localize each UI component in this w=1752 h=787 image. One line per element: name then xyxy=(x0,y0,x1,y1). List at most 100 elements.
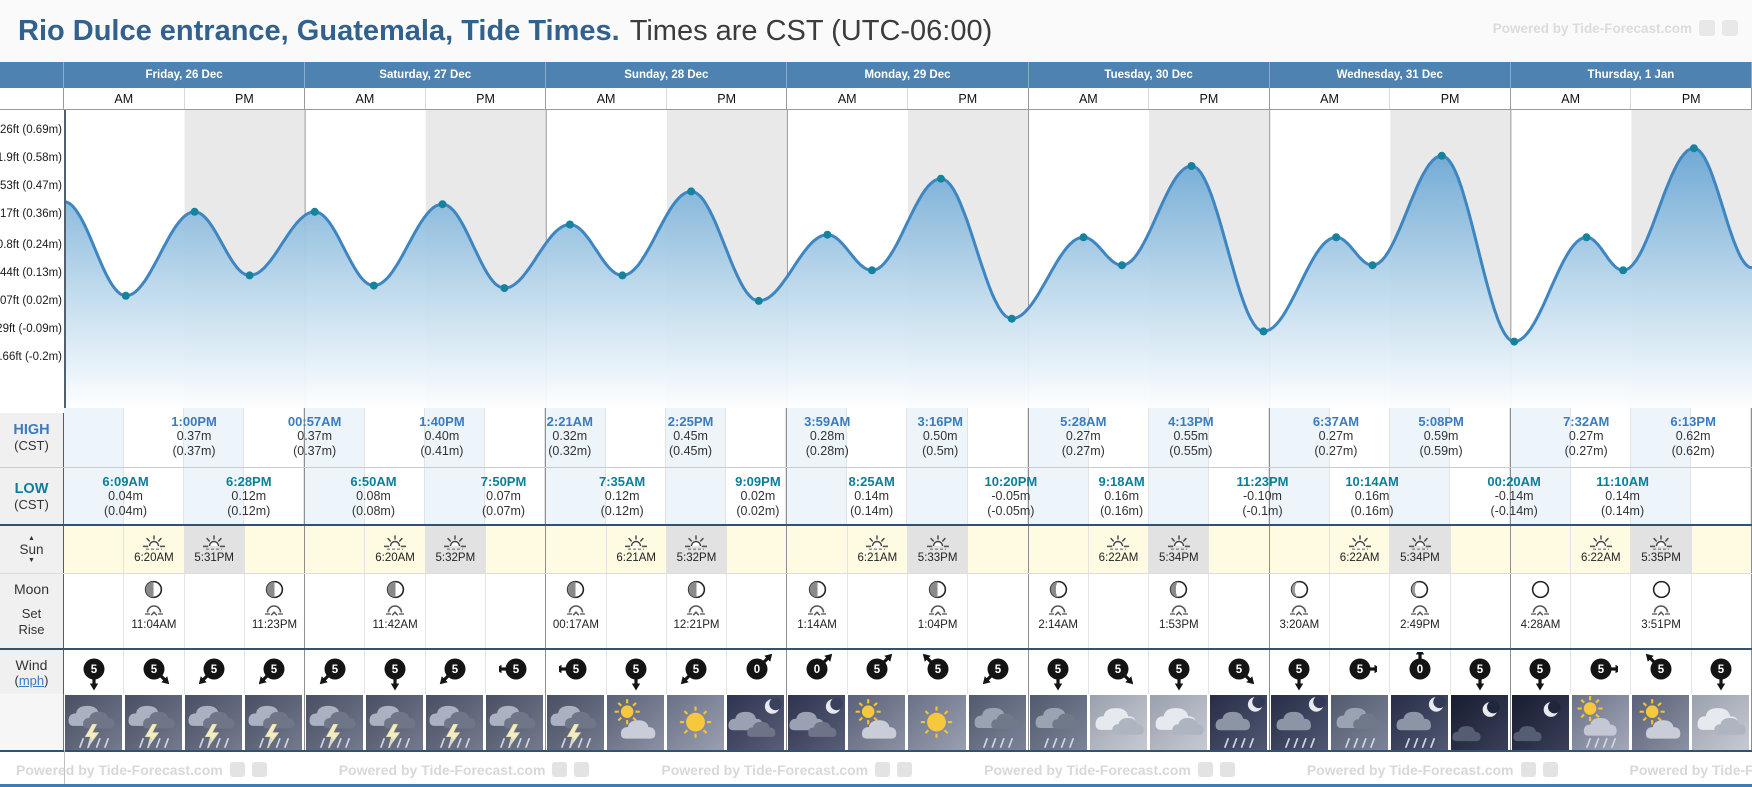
quarter-cell: 5 xyxy=(305,650,366,694)
quarter-cell xyxy=(968,694,1028,753)
social-icon xyxy=(875,762,891,777)
quarter-cell xyxy=(1089,574,1150,648)
am-label: AM xyxy=(1029,88,1150,109)
social-icon xyxy=(1699,20,1715,36)
moon-phase-icon xyxy=(687,580,706,599)
tide-marker xyxy=(369,281,378,290)
day-header: Monday, 29 Dec xyxy=(787,62,1029,88)
high-tide-entry: 1:00PM 0.37m (0.37m) xyxy=(171,414,217,459)
sun-horizon-icon xyxy=(1589,535,1612,550)
quarter-cell: 11:04AM xyxy=(124,574,185,648)
pm-label: PM xyxy=(476,91,495,106)
quarter-cell: 5:34PM xyxy=(1149,526,1210,573)
wind-badge: 5 xyxy=(143,658,170,685)
svg-text:0: 0 xyxy=(754,664,760,676)
quarter-cell: 1:04PM xyxy=(908,574,969,648)
weather-icon xyxy=(1095,708,1144,735)
low-tide-entry-height-paren: (-0.1m) xyxy=(1242,504,1283,518)
quarter-cell: 3:51PM xyxy=(1631,574,1692,648)
low-tide-entry-height-paren: (0.16m) xyxy=(1350,504,1394,518)
low-tide-entry-height-paren: (0.12m) xyxy=(600,504,644,518)
low-tide-entry-height-paren: (0.07m) xyxy=(482,504,526,518)
quarter-cell: 1:53PM xyxy=(1149,574,1210,648)
wind-badge: 5 xyxy=(1228,658,1255,685)
quarter-cell: 5:35PM xyxy=(1631,526,1692,573)
svg-text:5: 5 xyxy=(151,664,158,676)
moon-day-cell: 2:14AM 1:53PM xyxy=(1029,574,1270,648)
low-tide-entry-height: 0.16m xyxy=(1104,489,1139,503)
weather-tile-storm xyxy=(245,695,303,752)
quarter-cell xyxy=(607,574,667,648)
low-tide-entry: 9:18AM 0.16m (0.16m) xyxy=(1098,474,1144,519)
tide-day-cell: 6:09AM 0.04m (0.04m) 6:28PM 0.12m (0.12m) xyxy=(64,468,306,524)
watermark-bottom: Powered by Tide-Forecast.com xyxy=(1630,762,1752,778)
weather-row-label xyxy=(0,694,64,753)
wind-row-label: Wind (mph) xyxy=(0,650,64,694)
social-icon xyxy=(574,762,590,777)
low-tide-entry-height-paren: (0.12m) xyxy=(227,504,271,518)
quarter-cell xyxy=(1450,694,1510,753)
tide-marker xyxy=(1582,233,1591,242)
moon-day-cell: 1:14AM 1:04PM xyxy=(787,574,1029,648)
low-tide-entry-height-paren: (-0.05m) xyxy=(987,504,1035,518)
high-tide-entry-time: 5:08PM xyxy=(1418,414,1464,429)
weather-day-cell xyxy=(1511,694,1752,753)
low-tide-entry-height: -0.10m xyxy=(1243,489,1282,503)
sun-horizon-icon xyxy=(1167,535,1190,550)
quarter-cell xyxy=(1330,574,1391,648)
pm-label: PM xyxy=(234,91,254,106)
wind-label: Wind xyxy=(15,656,48,673)
tide-marker xyxy=(1368,261,1377,270)
wind-badge: 0 xyxy=(1409,652,1431,680)
quarter-cell xyxy=(244,408,305,467)
page-title-location: Rio Dulce entrance, Guatemala, Tide Time… xyxy=(18,14,620,47)
chevron-up-icon[interactable]: ▲ xyxy=(28,535,35,542)
sunrise-time: 6:21AM xyxy=(857,552,898,564)
wind-arrow-icon xyxy=(89,678,98,691)
quarter-cell xyxy=(486,526,545,573)
wind-unit-link[interactable]: mph xyxy=(18,672,45,688)
low-tide-entry-time: 11:23PM xyxy=(1236,474,1289,489)
quarter-cell xyxy=(1028,468,1089,524)
sun-row-label[interactable]: ▲ Sun ▼ xyxy=(0,526,64,573)
quarter-cell: 5 xyxy=(124,650,185,694)
quarter-cell xyxy=(847,694,908,753)
high-tide-entry-height: 0.28m xyxy=(809,429,845,443)
low-tide-entry-time: 7:50PM xyxy=(480,474,527,489)
quarter-cell xyxy=(787,526,848,573)
tide-marker xyxy=(754,296,763,305)
high-tide-entry-height-paren: (0.5m) xyxy=(922,444,959,458)
tide-marker xyxy=(687,187,696,196)
quarter-cell xyxy=(1630,408,1691,467)
sunset-entry: 5:32PM xyxy=(425,526,485,573)
wind-badge: 5 xyxy=(319,658,346,685)
low-tide-entry: 7:35AM 0.12m (0.12m) xyxy=(599,474,645,519)
low-tide-entry-height: 0.02m xyxy=(740,489,776,503)
quarter-cell xyxy=(124,468,185,524)
quarter-cell xyxy=(726,408,787,467)
chevron-down-icon[interactable]: ▼ xyxy=(28,557,35,564)
wind-badge: 0 xyxy=(806,653,833,680)
wind-day-cell: 0 5 5 5 xyxy=(787,650,1029,694)
sunset-time: 5:33PM xyxy=(917,552,958,564)
wind-badge: 5 xyxy=(1349,658,1377,680)
weather-tile-storm xyxy=(366,695,424,752)
weather-tile-nightrain xyxy=(1270,695,1328,752)
quarter-cell xyxy=(245,526,304,573)
low-row-label: LOW (CST) xyxy=(0,468,64,524)
quarter-cell: 5 xyxy=(1209,650,1268,694)
wind-day-cell: 5 5 0 5 xyxy=(1270,650,1511,694)
weather-tile-storm xyxy=(426,695,484,752)
quarter-cell xyxy=(64,694,125,753)
quarter-cell: 5 xyxy=(185,650,245,694)
watermark-bottom: Powered by Tide-Forecast.com xyxy=(661,762,913,778)
day-header: Friday, 26 Dec xyxy=(64,62,306,88)
social-icon xyxy=(897,762,913,777)
svg-text:0: 0 xyxy=(814,664,820,676)
quarter-cell xyxy=(244,468,305,524)
am-label: AM xyxy=(546,88,667,109)
quarter-cell xyxy=(305,468,366,524)
tide-marker xyxy=(1689,144,1698,153)
weather-tile-nightrain xyxy=(1390,695,1448,752)
ampm-day-cell: AM PM xyxy=(1270,88,1511,109)
